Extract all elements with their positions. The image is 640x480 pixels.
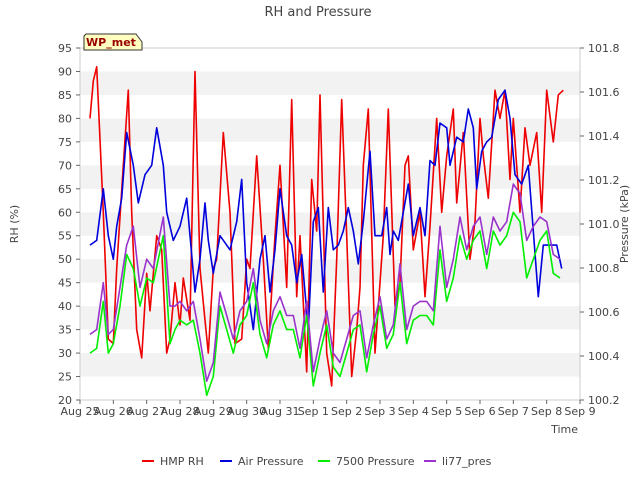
y-tick-label-right: 100.4 [588, 350, 620, 363]
y-tick-label-right: 101.0 [588, 218, 620, 231]
x-tick-label: Aug 28 [161, 405, 200, 418]
y-tick-label-right: 100.8 [588, 262, 620, 275]
y-axis-label-left: RH (%) [8, 205, 21, 243]
x-tick-label: Sep 4 [398, 405, 429, 418]
legend-label: HMP RH [160, 455, 204, 468]
x-tick-label: Sep 8 [531, 405, 562, 418]
grid-band [80, 48, 580, 72]
x-tick-label: Sep 1 [298, 405, 329, 418]
y-tick-label-right: 101.6 [588, 86, 620, 99]
series-line-air-pressure [89, 89, 563, 331]
grid-band [80, 306, 580, 330]
grid-band [80, 165, 580, 189]
y-tick-label-left: 60 [58, 206, 72, 219]
left-axis: 20 25 30 35 40 45 50 55 60 65 70 75 80 85 90 95 [58, 42, 80, 407]
legend-label: 7500 Pressure [336, 455, 415, 468]
y-tick-label-left: 45 [58, 277, 72, 290]
y-tick-label-right: 100.6 [588, 306, 620, 319]
y-tick-label-left: 75 [58, 136, 72, 149]
x-tick-label: Aug 31 [261, 405, 300, 418]
x-tick-label: Sep 7 [498, 405, 529, 418]
legend-label: li77_pres [442, 455, 492, 468]
y-tick-label-left: 70 [58, 159, 72, 172]
y-tick-label-right: 101.8 [588, 42, 620, 55]
series-layer [89, 66, 564, 397]
station-badge: WP_met [83, 33, 143, 51]
y-tick-label-right: 101.4 [588, 130, 620, 143]
legend: HMP RH Air Pressure 7500 Pressure li77_pres [142, 455, 492, 468]
x-tick-label: Aug 29 [194, 405, 233, 418]
y-tick-label-left: 55 [58, 230, 72, 243]
series-line-7500-pressure [89, 211, 561, 397]
x-tick-label: Sep 5 [431, 405, 462, 418]
y-tick-label-left: 65 [58, 183, 72, 196]
x-tick-label: Sep 6 [464, 405, 495, 418]
grid-band [80, 71, 580, 95]
x-tick-label: Aug 30 [227, 405, 266, 418]
series-line-hmp-rh [89, 66, 564, 387]
legend-label: Air Pressure [238, 455, 304, 468]
x-tick-label: Sep 9 [564, 405, 595, 418]
y-tick-label-left: 25 [58, 371, 72, 384]
grid-band [80, 94, 580, 119]
y-tick-label-left: 30 [58, 347, 72, 360]
station-badge-label: WP_met [86, 36, 136, 49]
x-axis-label: Time [550, 423, 578, 436]
y-tick-label-left: 95 [58, 42, 72, 55]
series-line-li77-pres [89, 183, 561, 383]
right-axis: 100.2 100.4 100.6 100.8 101.0 101.2 101.4 101.6… [580, 42, 620, 407]
x-tick-label: Aug 25 [61, 405, 100, 418]
y-tick-label-left: 40 [58, 300, 72, 313]
y-tick-label-left: 85 [58, 89, 72, 102]
y-tick-label-right: 101.2 [588, 174, 620, 187]
x-tick-label: Aug 26 [94, 405, 133, 418]
y-tick-label-left: 35 [58, 324, 72, 337]
y-tick-label-left: 80 [58, 112, 72, 125]
y-tick-label-right: 100.2 [588, 394, 620, 407]
y-axis-label-right: Pressure (kPa) [618, 185, 631, 263]
y-tick-label-left: 90 [58, 65, 72, 78]
chart-title: RH and Pressure [264, 5, 371, 20]
x-tick-label: Sep 3 [364, 405, 395, 418]
x-tick-label: Aug 27 [127, 405, 166, 418]
y-tick-label-left: 20 [58, 394, 72, 407]
x-tick-label: Sep 2 [331, 405, 362, 418]
grid-band [80, 188, 580, 213]
grid-band [80, 282, 580, 307]
y-tick-label-left: 50 [58, 253, 72, 266]
